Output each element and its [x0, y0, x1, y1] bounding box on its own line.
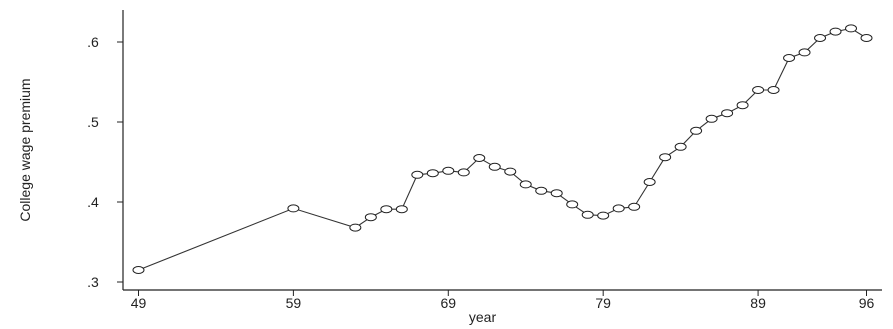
data-point [597, 211, 610, 220]
data-point [845, 24, 858, 33]
data-point [721, 109, 734, 118]
data-point [798, 48, 811, 57]
data-point [395, 205, 408, 214]
data-point [814, 34, 827, 42]
data-point [550, 189, 563, 198]
data-point [860, 34, 873, 42]
data-point [643, 178, 656, 186]
data-point [767, 86, 780, 94]
data-point [581, 210, 594, 219]
data-point [287, 204, 300, 213]
data-point [426, 169, 439, 178]
data-point [504, 167, 517, 176]
data-point [783, 54, 796, 62]
x-tick-label: 89 [750, 295, 766, 311]
data-point [628, 202, 641, 211]
data-point [380, 205, 393, 214]
y-ticks: .3 .4 .5 .6 [87, 34, 123, 290]
data-point [566, 200, 579, 209]
data-point [364, 213, 377, 222]
x-tick-label: 69 [440, 295, 456, 311]
data-point [829, 27, 842, 36]
data-point [411, 170, 424, 179]
x-tick-label: 49 [131, 295, 147, 311]
x-ticks: 49 59 69 79 89 96 [131, 290, 875, 311]
y-tick-label: .4 [87, 194, 99, 210]
x-tick-label: 59 [286, 295, 302, 311]
y-tick-label: .5 [87, 114, 99, 130]
x-axis-title: year [469, 309, 497, 325]
data-point [132, 266, 145, 274]
data-point [705, 114, 718, 123]
data-point [752, 86, 765, 94]
series-layer [132, 24, 873, 274]
y-tick-label: .6 [87, 34, 99, 50]
x-tick-label: 79 [595, 295, 611, 311]
data-point [659, 153, 672, 162]
axes: .3 .4 .5 .6 49 59 69 79 89 96 [87, 10, 882, 311]
y-tick-label: .3 [87, 274, 99, 290]
data-point [690, 126, 703, 135]
x-tick-label: 96 [859, 295, 875, 311]
data-point [442, 166, 455, 175]
data-point [535, 186, 548, 195]
data-point [349, 223, 362, 232]
data-point [612, 204, 625, 213]
data-point [473, 154, 486, 162]
y-axis-title: College wage premium [17, 78, 33, 221]
data-point [674, 142, 687, 151]
series-line [138, 27, 867, 271]
data-point [519, 180, 532, 189]
data-point [488, 162, 501, 171]
data-point [736, 101, 749, 110]
data-point [457, 168, 470, 177]
